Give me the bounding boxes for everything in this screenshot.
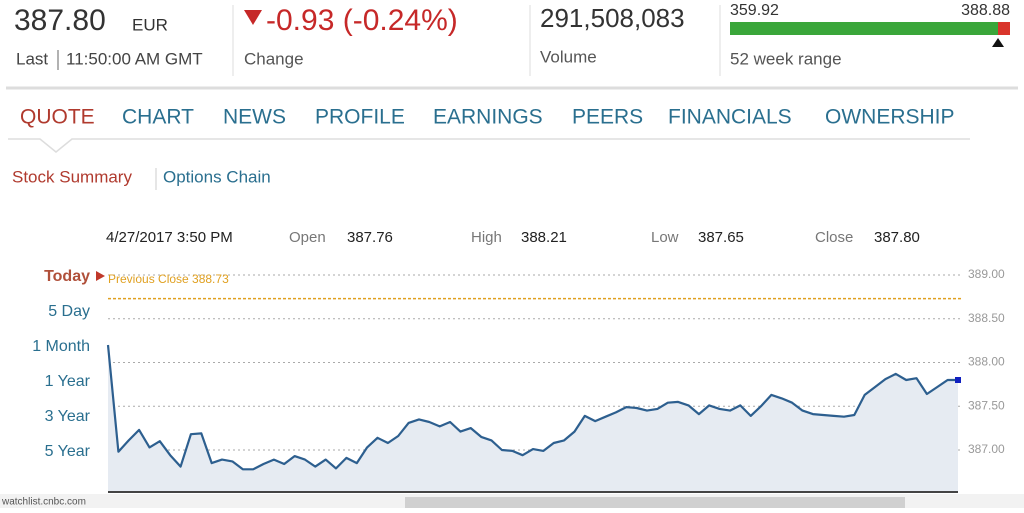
open-value: 387.76 <box>347 229 393 246</box>
range-button[interactable]: 5 Day <box>48 303 90 320</box>
tab[interactable]: EARNINGS <box>433 106 543 129</box>
tab[interactable]: NEWS <box>223 106 286 129</box>
low-label: Low <box>651 229 679 246</box>
close-label: Close <box>815 229 853 246</box>
volume: 291,508,083 <box>540 3 685 33</box>
high-value: 388.21 <box>521 229 567 246</box>
range-bar <box>730 22 998 35</box>
tab[interactable]: FINANCIALS <box>668 106 792 129</box>
low-value: 387.65 <box>698 229 744 246</box>
tab-active[interactable]: QUOTE <box>20 106 95 129</box>
price-area <box>108 345 958 492</box>
tab[interactable]: PEERS <box>572 106 643 129</box>
range-high: 388.88 <box>961 2 1010 19</box>
currency: EUR <box>132 15 168 34</box>
scrollbar-thumb[interactable] <box>405 497 905 508</box>
last-price-marker <box>955 377 961 383</box>
quote-date: 4/27/2017 3:50 PM <box>106 229 233 246</box>
open-label: Open <box>289 229 326 246</box>
range-button[interactable]: 5 Year <box>45 443 91 460</box>
change-label: Change <box>244 49 304 68</box>
last-label: Last <box>16 49 48 68</box>
range-bar-end <box>998 22 1010 35</box>
tab-bar: QUOTE CHART NEWS PROFILE EARNINGS PEERS FINANC… <box>20 106 955 129</box>
high-label: High <box>471 229 502 246</box>
tab[interactable]: OWNERSHIP <box>825 106 955 129</box>
range-button[interactable]: Today <box>44 268 90 285</box>
y-tick-label: 387.00 <box>968 442 1005 456</box>
y-tick-label: 387.50 <box>968 398 1005 412</box>
subtab[interactable]: Options Chain <box>163 167 271 186</box>
range-button[interactable]: 1 Month <box>32 338 90 355</box>
tab[interactable]: CHART <box>122 106 194 129</box>
range-button[interactable]: 1 Year <box>45 373 91 390</box>
range-low: 359.92 <box>730 2 779 19</box>
change: -0.93 (-0.24%) <box>266 4 458 37</box>
volume-label: Volume <box>540 47 597 66</box>
y-tick-label: 388.50 <box>968 311 1005 325</box>
price: 387.80 <box>14 4 106 37</box>
active-range-arrow <box>96 271 105 281</box>
range-label: 52 week range <box>730 49 842 68</box>
y-tick-label: 388.00 <box>968 355 1005 369</box>
price-chart: Today 5 Day 1 Month 1 Year 3 Year 5 Year 389.0… <box>32 267 1005 493</box>
range-button[interactable]: 3 Year <box>45 408 91 425</box>
last-time: 11:50:00 AM GMT <box>66 49 203 68</box>
range-marker <box>992 38 1004 47</box>
down-arrow <box>244 10 262 25</box>
tab-underline <box>8 138 970 153</box>
tab[interactable]: PROFILE <box>315 106 405 129</box>
y-tick-label: 389.00 <box>968 267 1005 281</box>
footer-url: watchlist.cnbc.com <box>1 497 86 508</box>
previous-close-label: Previous Close 388.73 <box>108 272 229 286</box>
subtab-active[interactable]: Stock Summary <box>12 167 132 186</box>
close-value: 387.80 <box>874 229 920 246</box>
price-line <box>106 344 958 471</box>
